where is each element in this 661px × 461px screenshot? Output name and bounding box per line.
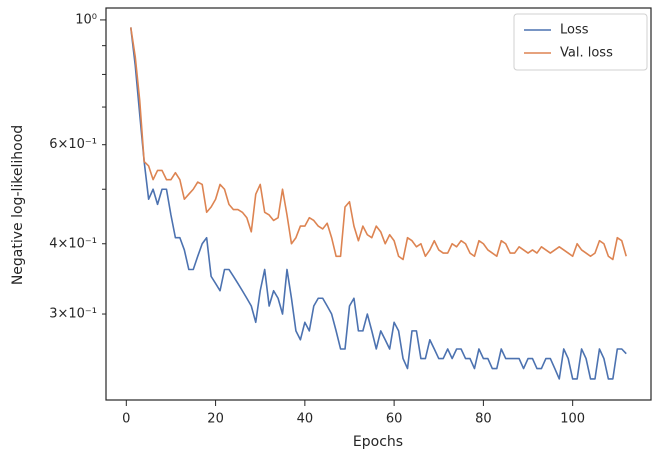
legend-box xyxy=(513,13,648,71)
x-tick-label: 100 xyxy=(560,412,585,427)
legend-label: Val. loss xyxy=(560,46,613,61)
y-tick-label: 4×10⁻¹ xyxy=(49,236,97,251)
line-series xyxy=(129,27,627,380)
x-tick-label: 0 xyxy=(122,412,130,427)
y-tick-label: 6×10⁻¹ xyxy=(49,137,97,152)
x-axis-label: Epochs xyxy=(353,434,403,450)
line-series xyxy=(129,27,627,261)
y-tick-label: 3×10⁻¹ xyxy=(49,307,97,322)
legend-label: Loss xyxy=(560,23,589,38)
y-tick-label: 10⁰ xyxy=(75,12,97,27)
x-tick-label: 80 xyxy=(475,412,492,427)
x-tick-label: 60 xyxy=(386,412,403,427)
x-tick-label: 20 xyxy=(207,412,224,427)
y-axis-label: Negative log-likelihood xyxy=(10,125,26,285)
plot-frame xyxy=(105,7,652,401)
x-tick-label: 40 xyxy=(297,412,314,427)
